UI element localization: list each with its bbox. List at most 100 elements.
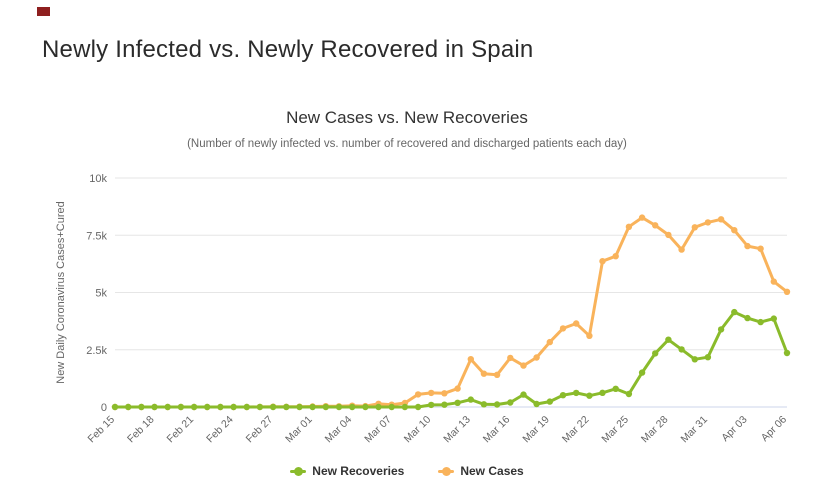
data-point-new-cases[interactable] <box>783 288 791 295</box>
data-point-new-recoveries[interactable] <box>256 403 264 411</box>
data-point-new-cases[interactable] <box>546 338 553 346</box>
data-point-new-recoveries[interactable] <box>349 403 356 411</box>
data-point-new-recoveries[interactable] <box>111 403 119 411</box>
data-point-new-recoveries[interactable] <box>612 385 619 392</box>
data-point-new-recoveries[interactable] <box>414 403 422 411</box>
legend-label-new-recoveries: New Recoveries <box>312 464 405 478</box>
data-point-new-recoveries[interactable] <box>362 403 369 411</box>
data-point-new-recoveries[interactable] <box>546 398 553 405</box>
x-tick-label: Mar 25 <box>599 414 631 446</box>
data-point-new-recoveries[interactable] <box>164 403 171 411</box>
data-point-new-recoveries[interactable] <box>441 401 448 408</box>
data-point-new-recoveries[interactable] <box>125 403 132 411</box>
data-point-new-recoveries[interactable] <box>493 401 501 408</box>
data-point-new-cases[interactable] <box>770 278 777 285</box>
data-point-new-recoveries[interactable] <box>770 315 777 322</box>
data-point-new-cases[interactable] <box>414 391 422 398</box>
data-point-new-cases[interactable] <box>691 224 698 231</box>
legend-item-new-cases[interactable]: New Cases <box>438 464 524 478</box>
chart-subtitle: (Number of newly infected vs. number of … <box>187 138 627 150</box>
data-point-new-cases[interactable] <box>612 253 619 260</box>
data-point-new-recoveries[interactable] <box>401 403 409 411</box>
x-tick-label: Feb 15 <box>86 414 118 446</box>
x-tick-label: Mar 22 <box>560 414 592 446</box>
data-point-new-cases[interactable] <box>573 320 580 327</box>
data-point-new-recoveries[interactable] <box>638 369 646 376</box>
data-point-new-recoveries[interactable] <box>217 403 224 411</box>
data-point-new-recoveries[interactable] <box>243 403 250 411</box>
data-point-new-recoveries[interactable] <box>731 308 738 316</box>
data-point-new-cases[interactable] <box>717 216 725 223</box>
data-point-new-cases[interactable] <box>625 223 633 230</box>
data-point-new-recoveries[interactable] <box>283 403 290 411</box>
data-point-new-recoveries[interactable] <box>691 356 698 363</box>
data-point-new-cases[interactable] <box>704 219 712 226</box>
data-point-new-cases[interactable] <box>586 332 593 339</box>
data-point-new-cases[interactable] <box>731 227 738 234</box>
x-tick-label: Feb 24 <box>204 414 236 446</box>
data-point-new-cases[interactable] <box>454 385 461 392</box>
data-point-new-recoveries[interactable] <box>335 403 343 411</box>
data-point-new-cases[interactable] <box>533 354 540 361</box>
data-point-new-recoveries[interactable] <box>269 403 277 411</box>
data-point-new-cases[interactable] <box>428 389 435 397</box>
data-point-new-recoveries[interactable] <box>757 318 764 326</box>
data-point-new-cases[interactable] <box>652 222 659 229</box>
x-tick-label: Feb 21 <box>165 414 197 446</box>
data-point-new-cases[interactable] <box>480 370 488 377</box>
data-point-new-recoveries[interactable] <box>559 392 567 399</box>
data-point-new-cases[interactable] <box>559 325 567 332</box>
data-point-new-recoveries[interactable] <box>665 336 672 343</box>
data-point-new-recoveries[interactable] <box>652 350 659 357</box>
data-point-new-recoveries[interactable] <box>599 389 606 396</box>
data-point-new-cases[interactable] <box>520 362 527 369</box>
data-point-new-recoveries[interactable] <box>678 346 685 353</box>
data-point-new-recoveries[interactable] <box>533 400 540 408</box>
x-tick-label: Mar 28 <box>639 414 671 446</box>
data-point-new-recoveries[interactable] <box>520 391 527 398</box>
data-point-new-recoveries[interactable] <box>717 326 725 333</box>
data-point-new-recoveries[interactable] <box>151 403 158 411</box>
data-point-new-recoveries[interactable] <box>204 403 211 411</box>
data-point-new-recoveries[interactable] <box>322 403 329 411</box>
data-point-new-recoveries[interactable] <box>467 396 474 403</box>
data-point-new-recoveries[interactable] <box>428 401 435 409</box>
data-point-new-recoveries[interactable] <box>480 401 488 408</box>
data-point-new-cases[interactable] <box>599 258 606 265</box>
data-point-new-cases[interactable] <box>678 246 685 253</box>
logo-mark <box>37 7 50 16</box>
x-tick-label: Feb 18 <box>125 414 157 446</box>
data-point-new-recoveries[interactable] <box>507 399 514 406</box>
x-tick-label: Feb 27 <box>244 414 276 446</box>
data-point-new-cases[interactable] <box>744 242 751 250</box>
data-point-new-recoveries[interactable] <box>296 403 303 411</box>
data-point-new-recoveries[interactable] <box>309 403 316 411</box>
data-point-new-recoveries[interactable] <box>177 403 185 411</box>
data-point-new-recoveries[interactable] <box>783 349 791 357</box>
data-point-new-recoveries[interactable] <box>230 403 237 411</box>
data-point-new-recoveries[interactable] <box>625 390 633 398</box>
data-point-new-cases[interactable] <box>638 214 646 221</box>
data-point-new-cases[interactable] <box>493 371 501 378</box>
line-chart[interactable]: 0 2.5k 5k 7.5k 10k Feb 15 Feb 18 Feb 21 Feb 24 Fe… <box>12 162 802 460</box>
data-point-new-recoveries[interactable] <box>573 389 580 397</box>
legend-item-new-recoveries[interactable]: New Recoveries <box>290 464 404 478</box>
data-point-new-recoveries[interactable] <box>586 392 593 399</box>
data-point-new-cases[interactable] <box>757 245 764 252</box>
data-point-new-recoveries[interactable] <box>704 354 712 361</box>
data-point-new-recoveries[interactable] <box>454 399 461 406</box>
data-point-new-recoveries[interactable] <box>190 403 198 411</box>
data-point-new-cases[interactable] <box>665 231 672 239</box>
data-point-new-recoveries[interactable] <box>375 403 382 411</box>
data-point-new-recoveries[interactable] <box>744 314 751 322</box>
y-tick-label: 5k <box>95 288 107 300</box>
x-tick-label: Mar 01 <box>283 414 315 446</box>
data-point-new-cases[interactable] <box>441 390 448 397</box>
series-line-new-cases[interactable] <box>113 216 789 409</box>
data-point-new-recoveries[interactable] <box>388 403 395 411</box>
data-point-new-cases[interactable] <box>467 356 474 363</box>
chart-legend: New Recoveries New Cases <box>12 464 802 478</box>
data-point-new-recoveries[interactable] <box>138 403 145 411</box>
series-line-new-recoveries[interactable] <box>113 310 789 409</box>
data-point-new-cases[interactable] <box>507 354 514 362</box>
